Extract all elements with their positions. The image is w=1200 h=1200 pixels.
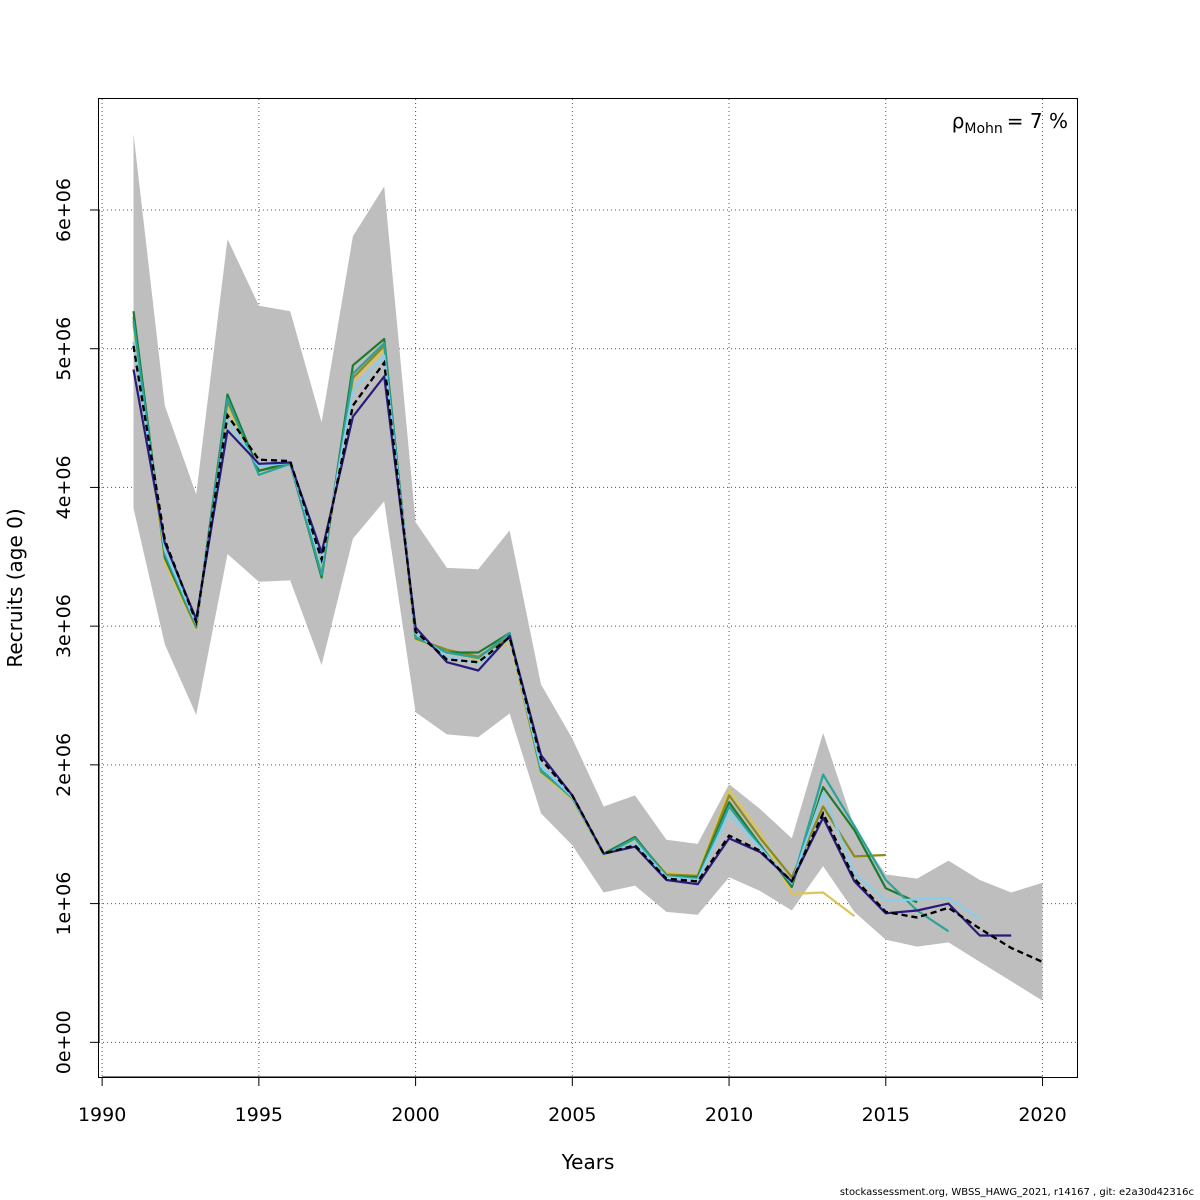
y-tick-label: 2e+06 [53,733,75,797]
rho-value: = 7 % [1007,109,1068,133]
y-tick-label: 3e+06 [53,594,75,658]
x-tick-label: 2005 [548,1104,596,1126]
x-tick-label: 2020 [1018,1104,1066,1126]
rho-subscript: Mohn [964,121,1002,137]
y-axis: 0e+00 1e+06 2e+06 3e+06 4e+06 5e+06 6e+06 [53,178,100,1074]
y-tick-label: 1e+06 [53,872,75,936]
series-line-terminal-2018 [132,341,981,920]
rho-symbol: ρ [952,109,965,133]
rho-mohn-annotation: ρMohn = 7 % [952,109,1068,137]
series-line-terminal-overlay [132,345,1043,963]
x-tick-label: 1995 [235,1104,283,1126]
y-tick-label: 5e+06 [53,317,75,381]
y-tick-label: 6e+06 [53,178,75,242]
x-tick-label: 2010 [705,1104,753,1126]
series-layer [132,311,1043,963]
x-axis: 1990 1995 2000 2005 2010 2015 2020 [78,1076,1067,1126]
x-tick-label: 2000 [391,1104,439,1126]
y-tick-label: 0e+00 [53,1010,75,1074]
y-tick-label: 4e+06 [53,455,75,519]
x-tick-label: 2015 [862,1104,910,1126]
footer-credit: stockassessment.org, WBSS_HAWG_2021, r14… [839,1187,1194,1198]
confidence-band [133,133,1043,1001]
series-line-terminal-2017 [132,320,950,933]
x-tick-label: 1990 [78,1104,126,1126]
x-axis-title: Years [561,1150,615,1174]
confidence-band-layer [133,133,1043,1001]
y-axis-title: Recruits (age 0) [3,508,27,667]
